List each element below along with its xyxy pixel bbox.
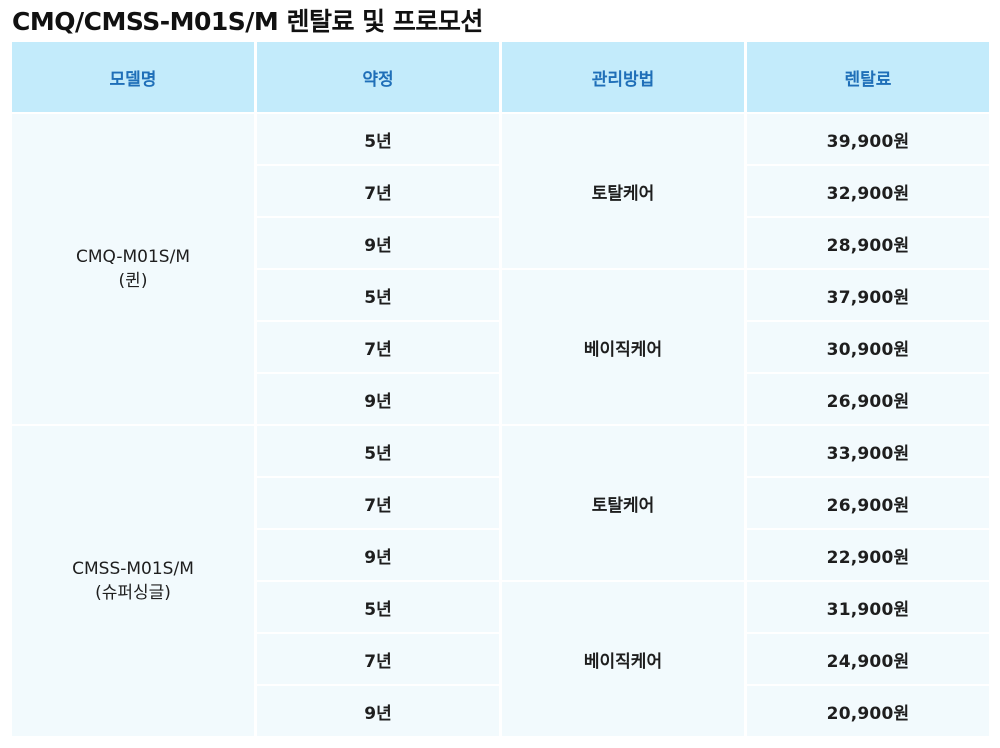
table-row: 9년 26,900원 [12,372,989,424]
term-cell: 9년 [257,372,499,424]
rental-price-table: 모델명 약정 관리방법 렌탈료 CMQ-M01S/M (퀸) 5년 토탈케어 3… [9,42,992,736]
term-cell: 7년 [257,476,499,528]
fee-cell: 32,900원 [747,164,989,216]
header-row: 모델명 약정 관리방법 렌탈료 [12,42,989,112]
header-rental-fee: 렌탈료 [747,42,989,112]
header-term: 약정 [257,42,499,112]
fee-cell: 20,900원 [747,684,989,736]
care-method-cell: 토탈케어 [502,424,744,580]
fee-cell: 39,900원 [747,112,989,164]
care-method-cell: 베이직케어 [502,268,744,424]
table-row: 5년 베이직케어 37,900원 [12,268,989,424]
fee-cell: 24,900원 [747,632,989,684]
care-method-cell: 토탈케어 [502,112,744,268]
table-header: 모델명 약정 관리방법 렌탈료 [12,42,989,112]
table-row: 9년 28,900원 [12,216,989,268]
term-cell: 5년 [257,112,499,164]
header-care-method: 관리방법 [502,42,744,112]
model-name: CMQ-M01S/M [75,247,190,267]
model-subname: (슈퍼싱글) [95,583,171,603]
term-cell: 9년 [257,528,499,580]
fee-cell: 30,900원 [747,320,989,372]
fee-cell: 26,900원 [747,372,989,424]
fee-cell: 37,900원 [747,268,989,320]
care-method-cell: 베이직케어 [502,580,744,736]
model-subname: (퀸) [118,271,148,291]
model-cell: CMQ-M01S/M (퀸) [12,112,254,424]
fee-cell: 28,900원 [747,216,989,268]
term-cell: 5년 [257,424,499,476]
table-row: CMSS-M01S/M (슈퍼싱글) 5년 토탈케어 33,900원 [12,424,989,736]
term-cell: 9년 [257,216,499,268]
term-cell: 7년 [257,320,499,372]
table-row: 7년 32,900원 [12,164,989,216]
term-cell: 7년 [257,632,499,684]
model-cell: CMSS-M01S/M (슈퍼싱글) [12,424,254,736]
table-row: 9년 22,900원 [12,528,989,580]
fee-cell: 33,900원 [747,424,989,476]
table-row: 7년 30,900원 [12,320,989,372]
fee-cell: 26,900원 [747,476,989,528]
fee-cell: 31,900원 [747,580,989,632]
term-cell: 9년 [257,684,499,736]
table-row: CMQ-M01S/M (퀸) 5년 토탈케어 39,900원 [12,112,989,424]
page-title: CMQ/CMSS-M01S/M 렌탈료 및 프로모션 [12,7,483,36]
table-row: 5년 베이직케어 31,900원 [12,580,989,736]
header-model: 모델명 [12,42,254,112]
term-cell: 5년 [257,268,499,320]
model-name: CMSS-M01S/M [72,559,194,579]
term-cell: 5년 [257,580,499,632]
table-row: 7년 26,900원 [12,476,989,528]
table-row: 7년 24,900원 [12,632,989,684]
fee-cell: 22,900원 [747,528,989,580]
table-body: CMQ-M01S/M (퀸) 5년 토탈케어 39,900원 7년 32,900… [12,112,989,736]
term-cell: 7년 [257,164,499,216]
table-row: 9년 20,900원 [12,684,989,736]
